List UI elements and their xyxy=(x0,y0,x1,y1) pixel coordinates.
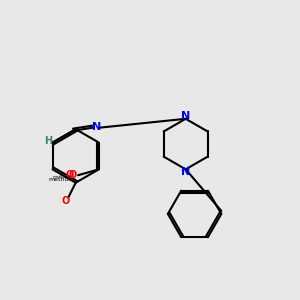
Text: N: N xyxy=(92,122,101,132)
Text: O: O xyxy=(69,170,77,180)
Text: H: H xyxy=(44,136,52,146)
Text: methoxy: methoxy xyxy=(48,177,76,182)
Text: O: O xyxy=(65,170,74,180)
Text: O: O xyxy=(61,196,69,206)
Text: methoxy: methoxy xyxy=(52,175,71,178)
Text: N: N xyxy=(181,167,190,177)
Text: N: N xyxy=(181,111,190,122)
